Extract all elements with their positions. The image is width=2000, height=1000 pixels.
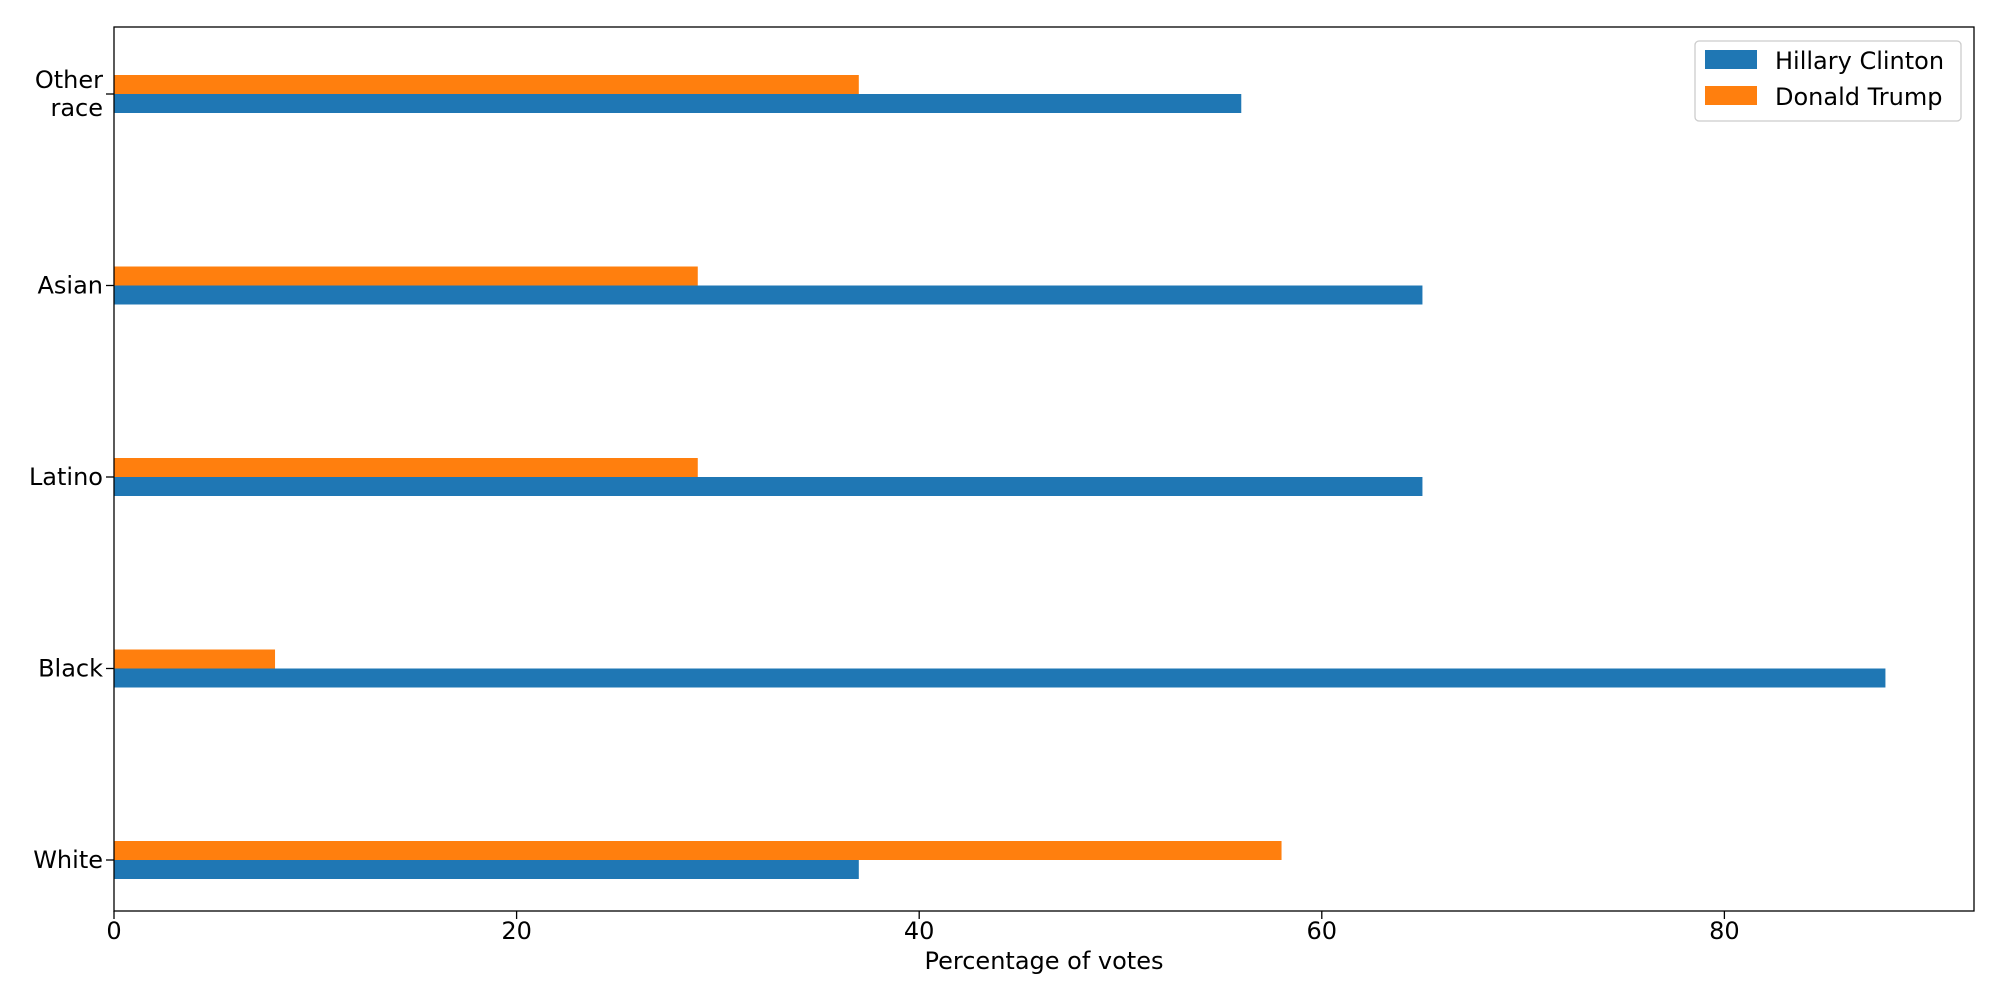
bar-hillary-clinton-asian [114,285,1423,305]
bar-donald-trump-black [114,649,276,669]
x-axis: 0 20 40 60 80 [106,911,1740,945]
x-axis-label: Percentage of votes [925,947,1164,975]
legend: Hillary Clinton Donald Trump [1694,40,1962,122]
bar-hillary-clinton-white [114,860,859,879]
bar-hillary-clinton-black [114,668,1886,688]
y-tick-label: Black [38,655,103,683]
bar-hillary-clinton-other-race [114,94,1242,113]
axes-frame [113,26,1975,912]
x-tick-label: 60 [1307,917,1338,945]
legend-label: Donald Trump [1775,83,1942,111]
y-tick-label: White [33,846,103,874]
x-tick-label: 80 [1709,917,1740,945]
x-tick-label: 0 [106,917,121,945]
x-tick-label: 20 [501,917,532,945]
bar-donald-trump-other-race [114,75,859,94]
bar-donald-trump-white [114,841,1282,860]
legend-box [1694,40,1962,122]
legend-swatch [1705,86,1757,105]
x-tick-label: 40 [904,917,935,945]
y-tick-label: Asian [37,272,103,300]
legend-swatch [1705,50,1757,69]
bar-donald-trump-asian [114,266,698,286]
y-tick-label: Other race [35,66,103,122]
y-axis: White Black Latino Asian Other race [29,66,114,874]
bars-layer [114,75,1886,879]
legend-label: Hillary Clinton [1775,47,1944,75]
y-tick-label: Latino [29,463,103,491]
bar-hillary-clinton-latino [114,477,1423,496]
bar-donald-trump-latino [114,458,698,477]
